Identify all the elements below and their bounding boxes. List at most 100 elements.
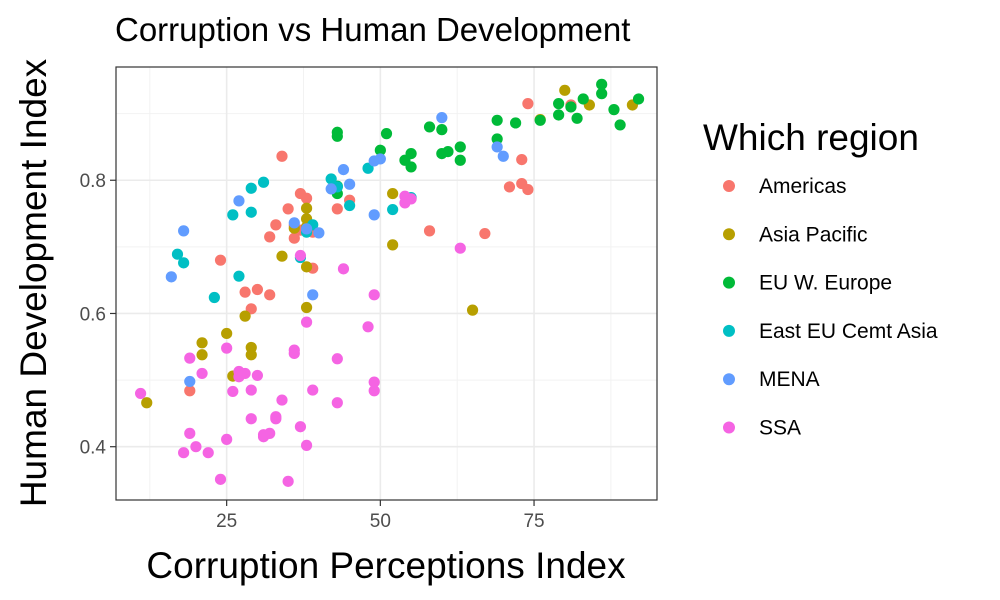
point-americas xyxy=(270,219,282,231)
legend-label-eu-w-europe: EU W. Europe xyxy=(759,272,892,295)
point-asia-pacific xyxy=(387,239,399,251)
point-ssa xyxy=(276,394,288,406)
point-asia-pacific xyxy=(221,327,233,340)
point-eu-w-europe xyxy=(442,146,454,158)
point-east-eu-cemt-asia xyxy=(325,173,337,185)
point-americas xyxy=(516,153,528,166)
point-east-eu-cemt-asia xyxy=(208,291,220,304)
point-ssa xyxy=(300,316,313,328)
point-eu-w-europe xyxy=(608,104,620,116)
legend-key-east-eu-cemt-asia xyxy=(723,324,735,337)
point-ssa xyxy=(251,369,263,382)
point-ssa xyxy=(270,411,282,423)
point-eu-w-europe xyxy=(534,114,546,126)
point-americas xyxy=(479,227,491,240)
point-mena xyxy=(300,223,313,235)
point-east-eu-cemt-asia xyxy=(344,199,356,212)
point-ssa xyxy=(245,384,257,396)
point-asia-pacific xyxy=(196,337,208,349)
point-east-eu-cemt-asia xyxy=(257,176,270,188)
point-east-eu-cemt-asia xyxy=(227,209,239,221)
point-americas xyxy=(331,203,343,215)
point-ssa xyxy=(331,353,343,365)
point-east-eu-cemt-asia xyxy=(233,270,245,282)
point-ssa xyxy=(202,447,214,459)
point-ssa xyxy=(454,242,466,254)
point-americas xyxy=(264,289,276,301)
point-ssa xyxy=(239,367,251,380)
point-americas xyxy=(522,183,534,196)
point-ssa xyxy=(196,367,208,380)
point-ssa xyxy=(307,384,319,396)
point-ssa xyxy=(331,397,343,409)
point-ssa xyxy=(221,342,233,354)
point-ssa xyxy=(405,193,417,205)
point-mena xyxy=(436,112,448,124)
point-asia-pacific xyxy=(245,349,257,361)
point-asia-pacific xyxy=(300,301,313,314)
point-mena xyxy=(313,227,325,239)
legend-label-mena: MENA xyxy=(759,368,820,391)
point-americas xyxy=(300,192,313,204)
y-axis-ticks: 0.4 0.6 0.8 xyxy=(80,171,116,459)
point-ssa xyxy=(294,421,307,433)
point-ssa xyxy=(190,441,202,453)
point-asia-pacific xyxy=(300,202,313,214)
point-mena xyxy=(497,150,509,162)
point-eu-w-europe xyxy=(632,93,645,105)
point-mena xyxy=(344,178,356,190)
point-ssa xyxy=(245,413,257,425)
point-ssa xyxy=(178,447,190,459)
point-eu-w-europe xyxy=(510,117,522,129)
point-americas xyxy=(276,150,288,162)
point-eu-w-europe xyxy=(374,144,386,156)
point-eu-w-europe xyxy=(331,126,343,138)
legend-key-asia-pacific xyxy=(723,228,735,241)
point-americas xyxy=(245,303,257,315)
point-americas xyxy=(214,254,227,266)
point-americas xyxy=(264,231,276,243)
point-mena xyxy=(325,183,337,195)
point-eu-w-europe xyxy=(565,101,577,113)
point-eu-w-europe xyxy=(405,161,417,173)
point-americas xyxy=(288,232,300,244)
point-mena xyxy=(374,153,386,165)
point-asia-pacific xyxy=(387,187,399,200)
point-mena xyxy=(184,375,196,388)
point-asia-pacific xyxy=(196,349,208,361)
point-eu-w-europe xyxy=(436,124,448,136)
x-axis-title: Corruption Perceptions Index xyxy=(146,545,626,586)
point-eu-w-europe xyxy=(553,109,565,121)
point-americas xyxy=(184,385,196,397)
legend: Which region Americas Asia Pacific EU W. E… xyxy=(703,117,938,440)
point-asia-pacific xyxy=(276,250,288,262)
point-eu-w-europe xyxy=(491,133,503,145)
x-tick-label: 50 xyxy=(370,511,391,532)
y-tick-label: 0.6 xyxy=(80,304,106,325)
point-mena xyxy=(368,209,380,221)
point-americas xyxy=(503,181,516,193)
point-ssa xyxy=(368,385,380,397)
legend-label-asia-pacific: Asia Pacific xyxy=(759,223,868,246)
point-ssa xyxy=(221,433,233,445)
point-americas xyxy=(423,225,436,237)
y-tick-label: 0.8 xyxy=(80,171,106,192)
point-ssa xyxy=(134,387,147,400)
point-mena xyxy=(233,195,245,207)
point-east-eu-cemt-asia xyxy=(171,248,184,260)
point-east-eu-cemt-asia xyxy=(387,203,399,216)
point-east-eu-cemt-asia xyxy=(245,182,257,194)
grid-major xyxy=(116,67,657,500)
point-mena xyxy=(307,289,319,301)
point-eu-w-europe xyxy=(454,154,466,166)
point-asia-pacific xyxy=(239,310,251,322)
point-east-eu-cemt-asia xyxy=(245,206,257,218)
point-eu-w-europe xyxy=(596,78,608,90)
legend-label-ssa: SSA xyxy=(759,417,801,440)
point-asia-pacific xyxy=(141,397,153,409)
point-ssa xyxy=(264,427,276,439)
chart-title: Corruption vs Human Development xyxy=(115,11,630,48)
point-ssa xyxy=(184,427,196,439)
point-americas xyxy=(282,203,294,215)
point-east-eu-cemt-asia xyxy=(362,162,374,174)
